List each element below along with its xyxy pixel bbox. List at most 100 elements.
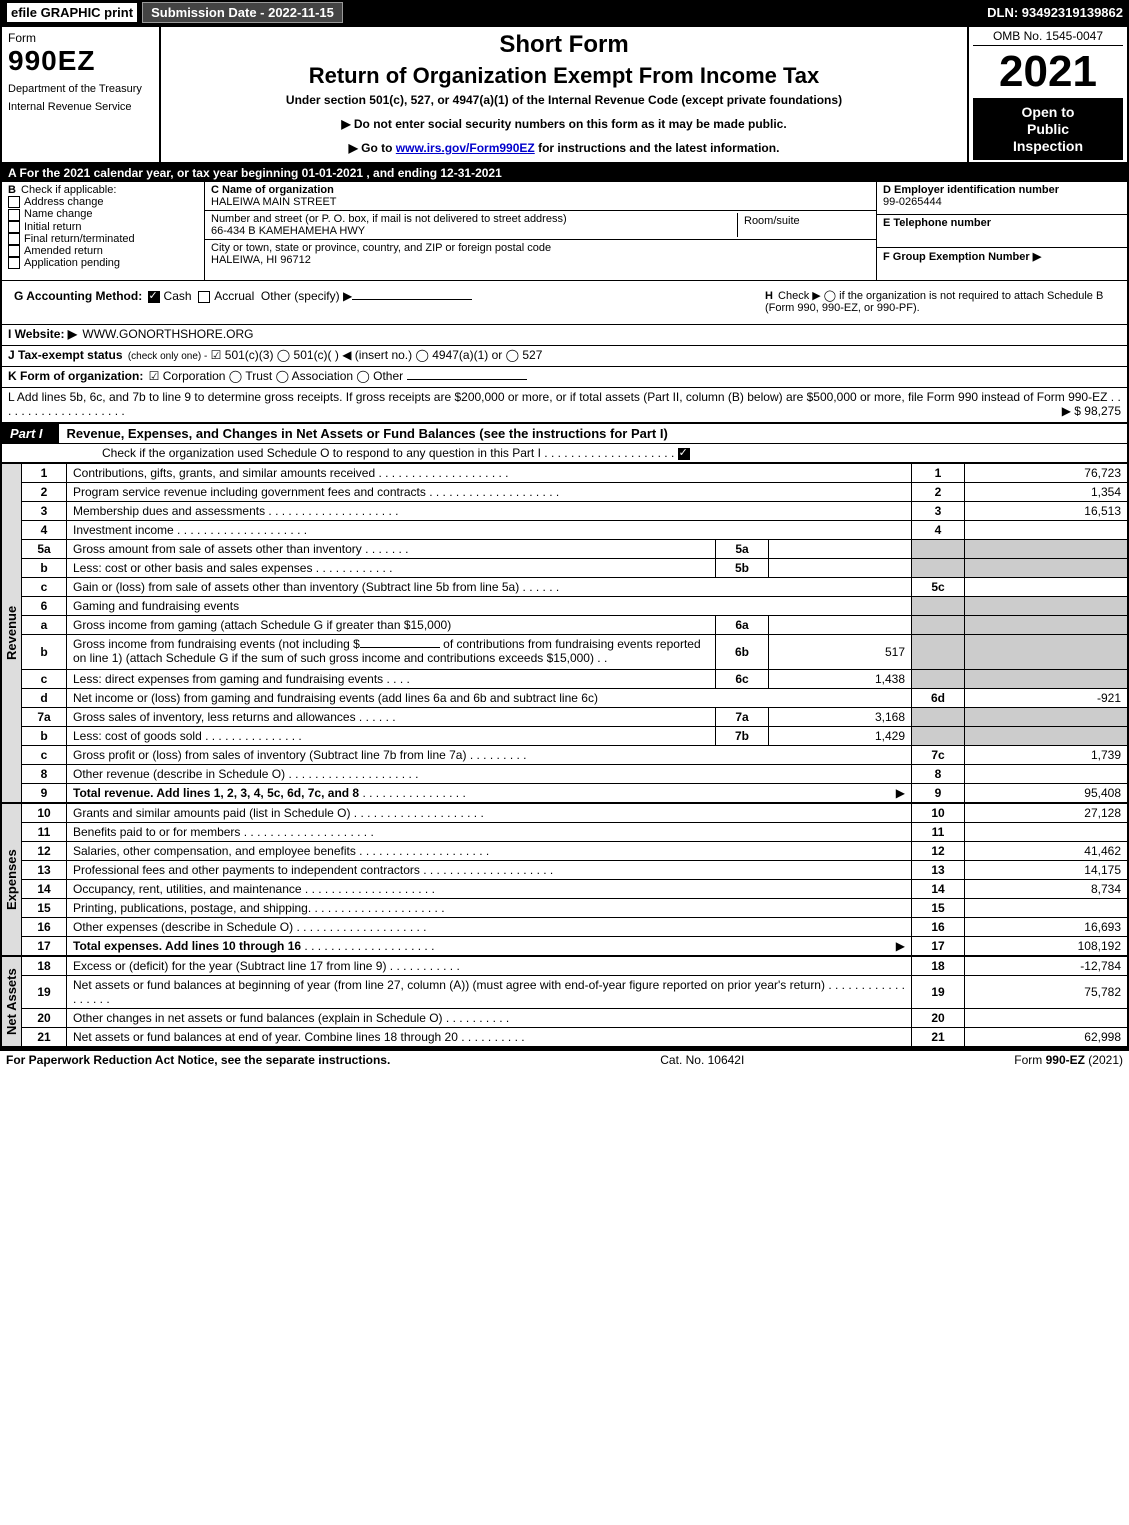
strip-a: A For the 2021 calendar year, or tax yea… bbox=[2, 164, 1127, 182]
opt-application-pending: Application pending bbox=[24, 257, 120, 269]
checkbox-initial-return[interactable] bbox=[8, 221, 20, 233]
l11-v bbox=[965, 823, 1128, 842]
checkbox-address-change[interactable] bbox=[8, 196, 20, 208]
irs-label: Internal Revenue Service bbox=[8, 101, 153, 113]
street: 66-434 B KAMEHAMEHA HWY bbox=[211, 225, 365, 237]
line-11: 11Benefits paid to or for members11 bbox=[22, 823, 1127, 842]
h-prefix: H bbox=[765, 290, 773, 302]
c-name-row: C Name of organization HALEIWA MAIN STRE… bbox=[205, 182, 876, 211]
l9-r: 9 bbox=[912, 784, 965, 803]
k-orgform-row: K Form of organization: ☑ Corporation ◯ … bbox=[2, 367, 1127, 388]
part1-header: Part I Revenue, Expenses, and Changes in… bbox=[2, 423, 1127, 444]
form-container: Form 990EZ Department of the Treasury In… bbox=[0, 25, 1129, 1049]
l1-d: Contributions, gifts, grants, and simila… bbox=[73, 466, 375, 480]
l11-n: 11 bbox=[22, 823, 67, 842]
ein-label: D Employer identification number bbox=[883, 184, 1059, 196]
checkbox-amended-return[interactable] bbox=[8, 245, 20, 257]
submission-date: Submission Date - 2022-11-15 bbox=[142, 2, 343, 23]
l17-v: 108,192 bbox=[965, 937, 1128, 956]
checkbox-accrual[interactable] bbox=[198, 291, 210, 303]
l19-r: 19 bbox=[912, 976, 965, 1009]
l20-d: Other changes in net assets or fund bala… bbox=[73, 1011, 443, 1025]
efile-print: efile GRAPHIC print bbox=[6, 2, 138, 23]
l7a-shaded-v bbox=[965, 708, 1128, 727]
dots bbox=[265, 504, 398, 518]
l11-r: 11 bbox=[912, 823, 965, 842]
l18-d: Excess or (deficit) for the year (Subtra… bbox=[73, 959, 386, 973]
l7b-d: Less: cost of goods sold bbox=[73, 729, 202, 743]
line-20: 20Other changes in net assets or fund ba… bbox=[22, 1009, 1127, 1028]
l7a-shaded bbox=[912, 708, 965, 727]
l5a-n: 5a bbox=[22, 540, 67, 559]
group-label: F Group Exemption Number ▶ bbox=[883, 251, 1041, 263]
opt-initial-return: Initial return bbox=[24, 221, 81, 233]
dln: DLN: 93492319139862 bbox=[987, 5, 1123, 20]
col-b: B Check if applicable: Address change Na… bbox=[2, 182, 205, 280]
l6a-sv bbox=[769, 616, 912, 635]
part1-title: Revenue, Expenses, and Changes in Net As… bbox=[67, 424, 668, 443]
l17-d: Total expenses. Add lines 10 through 16 bbox=[73, 939, 301, 953]
checkbox-cash[interactable] bbox=[148, 291, 160, 303]
g-cash: Cash bbox=[164, 289, 192, 303]
footer-right-pre: Form bbox=[1014, 1053, 1045, 1067]
l19-d: Net assets or fund balances at beginning… bbox=[73, 978, 825, 992]
j-note: (check only one) - bbox=[128, 351, 207, 362]
l1-v: 76,723 bbox=[965, 464, 1128, 483]
line-12: 12Salaries, other compensation, and empl… bbox=[22, 842, 1127, 861]
l10-v: 27,128 bbox=[965, 804, 1128, 823]
l4-d: Investment income bbox=[73, 523, 174, 537]
line-6d: dNet income or (loss) from gaming and fu… bbox=[22, 689, 1127, 708]
l6b-blank bbox=[360, 647, 440, 648]
l3-n: 3 bbox=[22, 502, 67, 521]
l21-n: 21 bbox=[22, 1028, 67, 1047]
l7b-sr: 7b bbox=[716, 727, 769, 746]
part1-check-text: Check if the organization used Schedule … bbox=[102, 446, 541, 460]
revenue-section: Revenue 1Contributions, gifts, grants, a… bbox=[2, 463, 1127, 803]
line-6b: bGross income from fundraising events (n… bbox=[22, 635, 1127, 670]
gh-row: G Accounting Method: Cash Accrual Other … bbox=[2, 281, 1127, 325]
l14-d: Occupancy, rent, utilities, and maintena… bbox=[73, 882, 302, 896]
l13-n: 13 bbox=[22, 861, 67, 880]
irs-link[interactable]: www.irs.gov/Form990EZ bbox=[396, 141, 535, 155]
line-15: 15Printing, publications, postage, and s… bbox=[22, 899, 1127, 918]
line-4: 4Investment income4 bbox=[22, 521, 1127, 540]
j-label: J Tax-exempt status bbox=[8, 348, 123, 362]
expenses-side-label: Expenses bbox=[2, 803, 22, 956]
l18-r: 18 bbox=[912, 957, 965, 976]
l-text: L Add lines 5b, 6c, and 7b to line 9 to … bbox=[8, 390, 1107, 404]
l9-arrow: ▶ bbox=[896, 786, 905, 800]
l5b-sv bbox=[769, 559, 912, 578]
dots bbox=[426, 485, 559, 499]
col-c: C Name of organization HALEIWA MAIN STRE… bbox=[205, 182, 876, 280]
d-group-row: F Group Exemption Number ▶ bbox=[877, 248, 1127, 280]
l2-n: 2 bbox=[22, 483, 67, 502]
l10-n: 10 bbox=[22, 804, 67, 823]
part1-checkbox[interactable] bbox=[678, 446, 704, 460]
line-6c: cLess: direct expenses from gaming and f… bbox=[22, 670, 1127, 689]
room-suite: Room/suite bbox=[737, 213, 870, 237]
top-bar: efile GRAPHIC print Submission Date - 20… bbox=[0, 0, 1129, 25]
l5b-d: Less: cost or other basis and sales expe… bbox=[73, 561, 312, 575]
l5b-shaded bbox=[912, 559, 965, 578]
l6-d: Gaming and fundraising events bbox=[67, 597, 912, 616]
city: HALEIWA, HI 96712 bbox=[211, 254, 311, 266]
line-3: 3Membership dues and assessments316,513 bbox=[22, 502, 1127, 521]
checkbox-name-change[interactable] bbox=[8, 209, 20, 221]
opt-final-return: Final return/terminated bbox=[24, 233, 135, 245]
dots bbox=[356, 844, 489, 858]
line-5b: bLess: cost or other basis and sales exp… bbox=[22, 559, 1127, 578]
l4-v bbox=[965, 521, 1128, 540]
h-text: Check ▶ ◯ if the organization is not req… bbox=[765, 290, 1103, 314]
l12-n: 12 bbox=[22, 842, 67, 861]
ptr-goto: ▶ Go to www.irs.gov/Form990EZ for instru… bbox=[167, 141, 961, 155]
l20-v bbox=[965, 1009, 1128, 1028]
subtitle: Under section 501(c), 527, or 4947(a)(1)… bbox=[167, 93, 961, 107]
footer-cat: Cat. No. 10642I bbox=[660, 1053, 744, 1067]
inspection-box: Open to Public Inspection bbox=[973, 98, 1123, 160]
checkbox-final-return[interactable] bbox=[8, 233, 20, 245]
l7c-d: Gross profit or (loss) from sales of inv… bbox=[73, 748, 466, 762]
l5c-v bbox=[965, 578, 1128, 597]
expenses-table: 10Grants and similar amounts paid (list … bbox=[22, 803, 1127, 956]
l9-d: Total revenue. Add lines 1, 2, 3, 4, 5c,… bbox=[73, 786, 359, 800]
checkbox-application-pending[interactable] bbox=[8, 257, 20, 269]
